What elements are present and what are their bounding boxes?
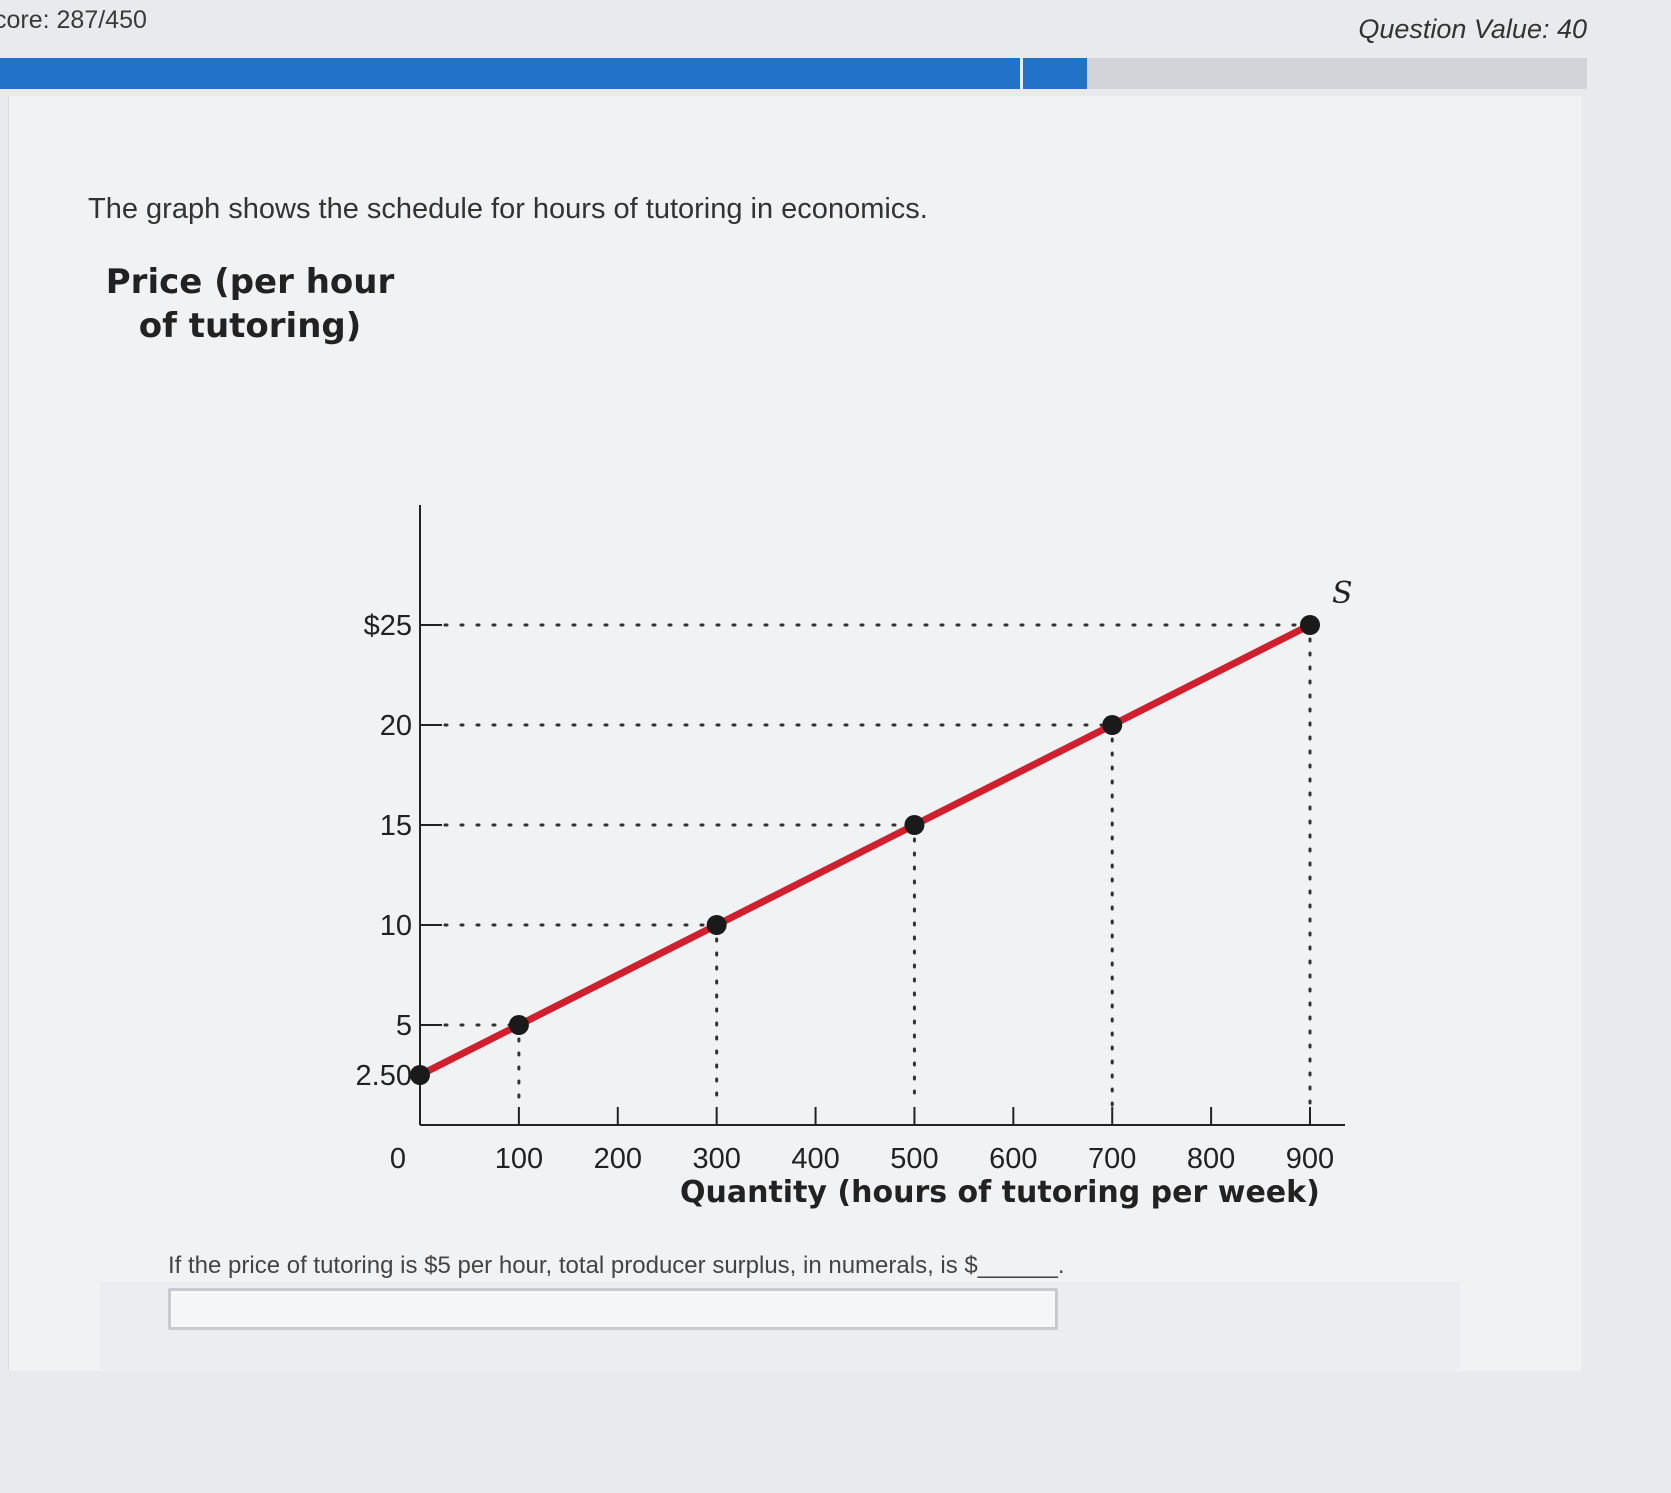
question-prompt: If the price of tutoring is $5 per hour,… — [168, 1252, 1065, 1279]
x-tick-label: 200 — [594, 1143, 642, 1175]
y-tick-label: 20 — [380, 710, 412, 742]
y-tick-label: 10 — [380, 910, 412, 942]
y-tick-label: 5 — [396, 1010, 412, 1042]
y-tick-label: 2.50 — [356, 1060, 412, 1092]
data-point — [706, 915, 727, 935]
x-tick-label: 500 — [890, 1143, 938, 1175]
data-point — [1102, 715, 1123, 735]
x-tick-label: 800 — [1187, 1143, 1235, 1175]
x-tick-label: 0 — [390, 1143, 406, 1175]
score-label: core: 287/450 — [0, 6, 147, 34]
supply-curve-label: S — [1332, 576, 1353, 611]
x-tick-label: 100 — [495, 1143, 543, 1175]
y-tick-label: 15 — [380, 810, 412, 842]
progress-bar — [0, 58, 1587, 89]
answer-input[interactable] — [168, 1288, 1058, 1330]
question-intro: The graph shows the schedule for hours o… — [88, 193, 928, 225]
supply-chart: Price (per hour of tutoring) 0 100 200 300 4… — [80, 250, 1360, 1230]
progress-fill — [0, 58, 1088, 89]
progress-divider — [1020, 58, 1023, 89]
data-point — [1300, 615, 1320, 635]
question-card — [8, 96, 1581, 1371]
supply-curve-line — [416, 621, 1314, 1079]
x-tick-label: 600 — [989, 1143, 1037, 1175]
y-axis-title-line1: Price (per hour — [105, 262, 395, 302]
top-bar: core: 287/450 Question Value: 40 — [0, 0, 1671, 60]
x-axis-title: Quantity (hours of tutoring per week) — [680, 1175, 1320, 1210]
y-tick-label: $25 — [364, 610, 412, 642]
chart-plot: 0 100 200 300 400 500 600 700 800 900 2.50 5 10 15 20 $… — [356, 505, 1353, 1175]
data-point — [508, 1015, 529, 1035]
y-axis-title: Price (per hour of tutoring) — [90, 260, 410, 348]
data-point — [904, 815, 925, 835]
data-point — [410, 1065, 430, 1085]
x-tick-label: 400 — [791, 1143, 839, 1175]
x-tick-label: 700 — [1088, 1143, 1136, 1175]
question-value-label: Question Value: 40 — [1358, 14, 1587, 44]
x-tick-label: 300 — [692, 1143, 740, 1175]
y-axis-title-line2: of tutoring) — [138, 306, 362, 346]
x-tick-label: 900 — [1286, 1143, 1334, 1175]
